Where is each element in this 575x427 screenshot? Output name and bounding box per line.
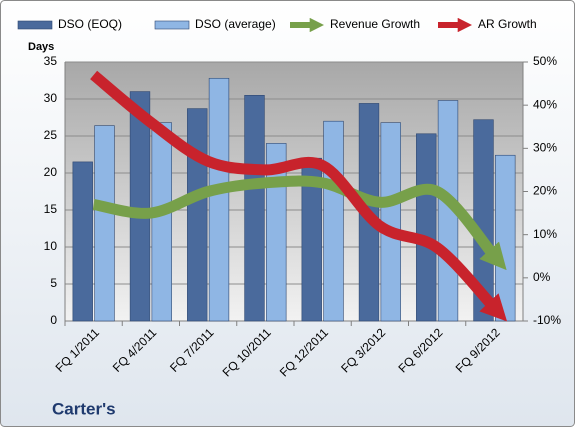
- y-tick-label: 35: [44, 54, 58, 68]
- y-tick-label: 15: [44, 202, 58, 216]
- y-tick-label: 10: [44, 239, 58, 253]
- bar: [416, 133, 437, 322]
- y2-tick-label: 40%: [533, 97, 557, 111]
- chart-title: Carter's: [52, 399, 116, 418]
- bar: [129, 91, 151, 322]
- bar: [495, 154, 516, 322]
- y-tick-label: 25: [44, 128, 58, 142]
- legend-label: AR Growth: [478, 17, 537, 31]
- y2-tick-label: 10%: [533, 227, 557, 241]
- bar: [244, 95, 265, 322]
- legend-label: DSO (EOQ): [58, 17, 122, 31]
- y2-tick-label: 50%: [533, 54, 557, 68]
- bar: [151, 122, 172, 322]
- bar: [380, 122, 401, 322]
- growth-line: [92, 175, 507, 271]
- y-tick-label: 0: [50, 313, 57, 327]
- bar: [94, 125, 115, 322]
- legend-swatch: [154, 20, 190, 30]
- y-tick-label: 20: [44, 165, 58, 179]
- y2-tick-label: 30%: [533, 141, 557, 155]
- y2-tick-label: 20%: [533, 184, 557, 198]
- legend-label: Revenue Growth: [330, 17, 420, 31]
- y-tick-label: 30: [44, 91, 58, 105]
- bar: [187, 108, 208, 322]
- legend-swatch: [17, 20, 53, 30]
- y2-tick-label: 0%: [533, 270, 551, 284]
- legend-label: DSO (average): [195, 17, 276, 31]
- growth-line: [90, 70, 508, 322]
- y-axis-label: Days: [28, 41, 54, 53]
- bar: [208, 77, 230, 322]
- y-tick-label: 5: [50, 276, 57, 290]
- y2-tick-label: -10%: [533, 313, 561, 327]
- bar: [72, 161, 93, 322]
- bar: [323, 120, 344, 322]
